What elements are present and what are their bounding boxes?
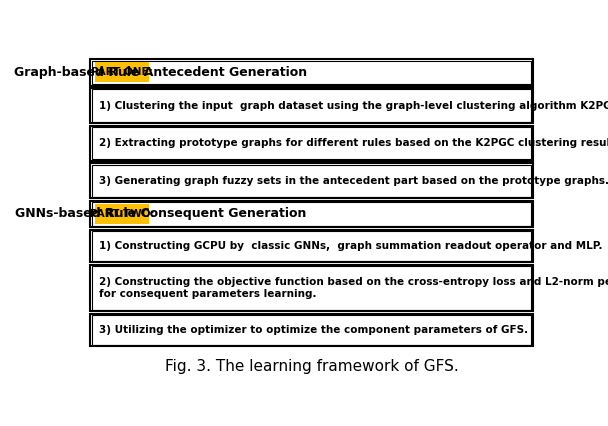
Bar: [95, 63, 149, 82]
Bar: [90, 126, 533, 161]
Bar: [92, 60, 531, 84]
Text: 2) Extracting prototype graphs for different rules based on the K2PGC clustering: 2) Extracting prototype graphs for diffe…: [98, 138, 608, 148]
Bar: [90, 163, 533, 198]
Text: Fig. 3. The learning framework of GFS.: Fig. 3. The learning framework of GFS.: [165, 359, 458, 374]
Bar: [90, 230, 533, 262]
Bar: [90, 201, 533, 227]
Bar: [90, 314, 533, 346]
Text: PART TWO:: PART TWO:: [89, 209, 154, 219]
Bar: [92, 127, 531, 159]
Bar: [90, 265, 533, 311]
Bar: [92, 315, 531, 345]
Bar: [92, 164, 531, 197]
Text: 1) Clustering the input  graph dataset using the graph-level clustering algorith: 1) Clustering the input graph dataset us…: [98, 101, 608, 111]
Text: GNNs-based Rule Consequent Generation: GNNs-based Rule Consequent Generation: [15, 207, 306, 221]
Bar: [92, 202, 531, 226]
Text: 3) Generating graph fuzzy sets in the antecedent part based on the prototype gra: 3) Generating graph fuzzy sets in the an…: [98, 176, 608, 186]
Text: 3) Utilizing the optimizer to optimize the component parameters of GFS.: 3) Utilizing the optimizer to optimize t…: [98, 325, 528, 335]
Text: PART ONE:: PART ONE:: [91, 67, 153, 78]
Bar: [92, 231, 531, 261]
Bar: [90, 88, 533, 123]
Text: Graph-based Rule Antecedent Generation: Graph-based Rule Antecedent Generation: [14, 66, 308, 79]
Text: 1) Constructing GCPU by  classic GNNs,  graph summation readout operator and MLP: 1) Constructing GCPU by classic GNNs, gr…: [98, 241, 602, 251]
Bar: [92, 266, 531, 310]
Bar: [90, 59, 533, 86]
Bar: [92, 89, 531, 122]
Bar: [95, 204, 149, 224]
Text: 2) Constructing the objective function based on the cross-entropy loss and L2-no: 2) Constructing the objective function b…: [98, 277, 608, 299]
